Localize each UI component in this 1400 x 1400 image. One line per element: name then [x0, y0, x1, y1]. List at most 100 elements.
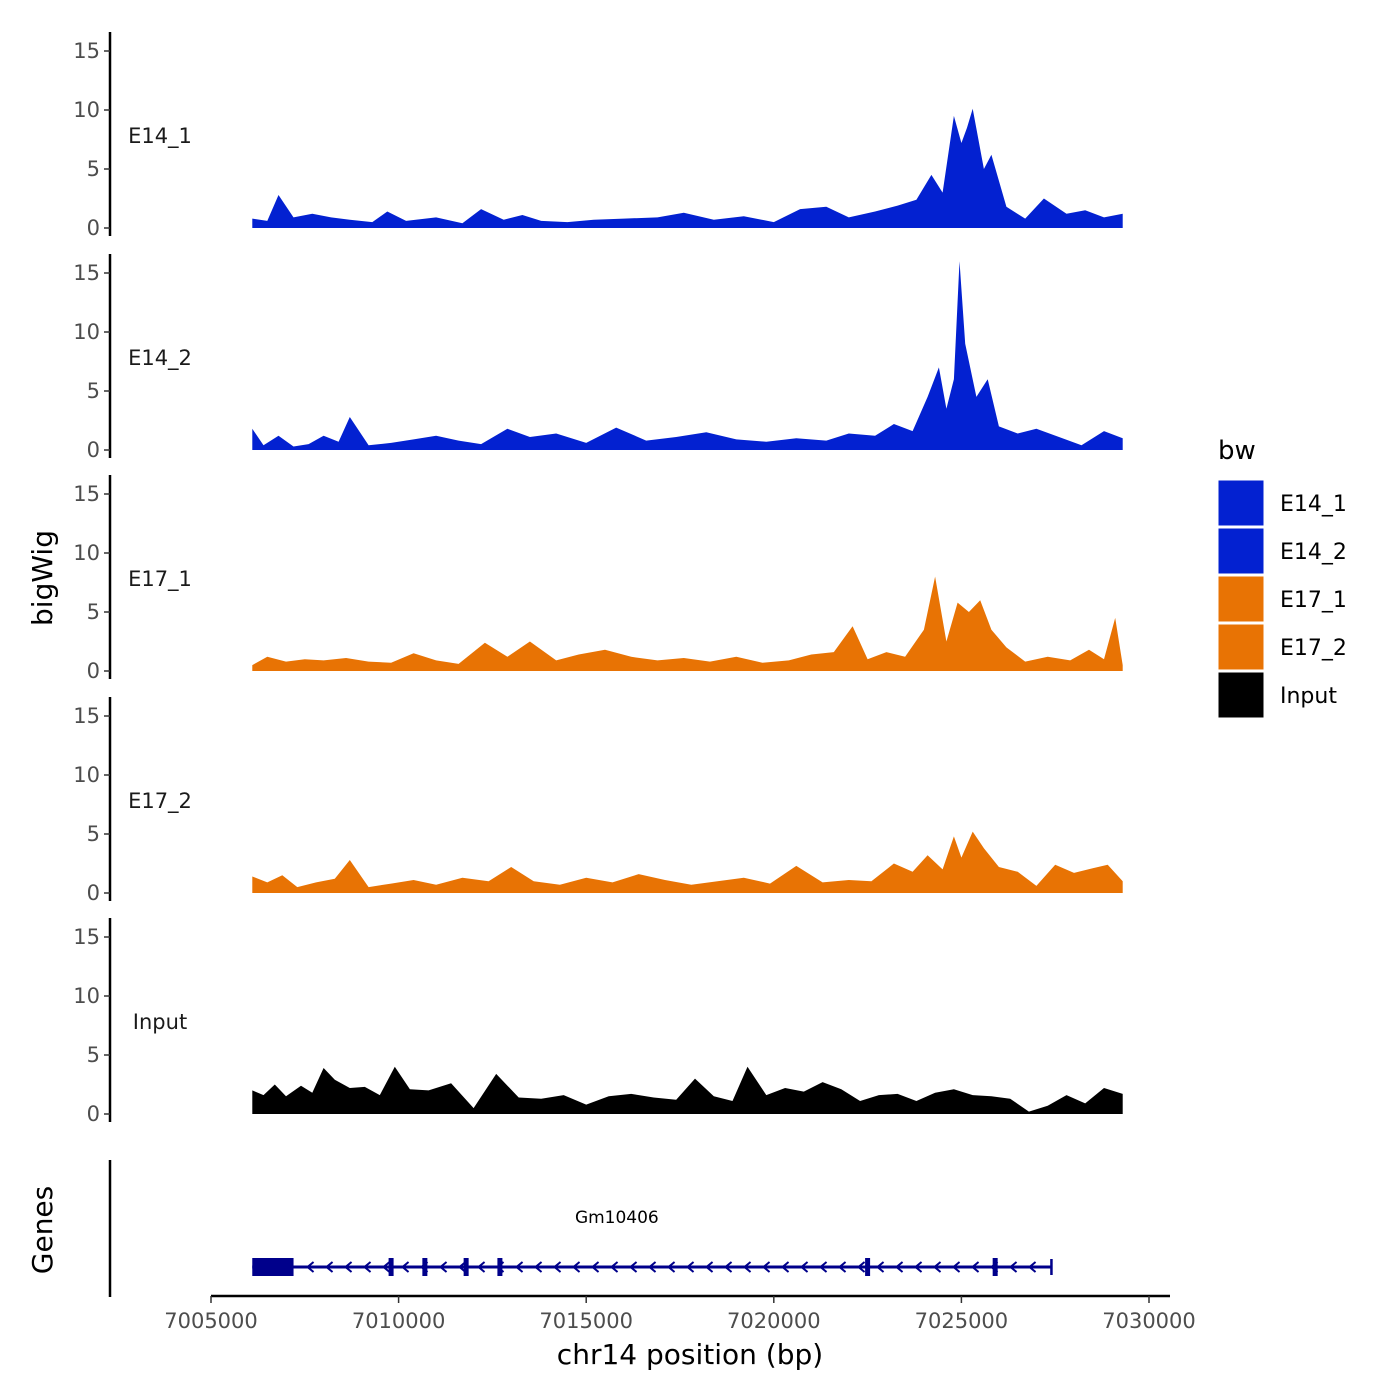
track-label-E17_2: E17_2	[128, 789, 192, 814]
legend-label-E14_1: E14_1	[1280, 492, 1347, 517]
gene-exon-block	[388, 1258, 394, 1276]
legend-label-E17_1: E17_1	[1280, 588, 1347, 613]
series-area-E17_1	[252, 576, 1123, 671]
gene-strand-arrow	[362, 1261, 372, 1273]
gene-strand-arrow	[799, 1261, 809, 1273]
gene-exon-block	[992, 1258, 998, 1276]
legend-swatch-E17_2	[1217, 623, 1265, 671]
y-tick-label: 0	[87, 216, 100, 240]
gene-strand-arrow	[875, 1261, 885, 1273]
gene-strand-arrow	[457, 1261, 467, 1273]
gene-strand-arrow	[1027, 1261, 1037, 1273]
y-axis-title: bigWig	[26, 530, 59, 626]
y-tick-label: 5	[87, 822, 100, 846]
gene-strand-arrow	[666, 1261, 676, 1273]
gene-strand-arrow	[951, 1261, 961, 1273]
gene-exon-block	[463, 1258, 469, 1276]
track-E17_1: 0 5 10 15 E17_1	[73, 475, 1123, 683]
gene-strand-arrow	[400, 1261, 410, 1273]
gene-strand-arrow	[571, 1261, 581, 1273]
x-tick-label: 7025000	[915, 1309, 1009, 1333]
gene-strand-arrow	[552, 1261, 562, 1273]
y-tick-label: 10	[73, 763, 100, 787]
gene-strand-arrow	[343, 1261, 353, 1273]
gene-strand-arrow	[514, 1261, 524, 1273]
gene-exon-block	[865, 1258, 871, 1276]
y-tick-label: 0	[87, 438, 100, 462]
gene-Gm10406: Gm10406	[252, 1208, 1053, 1276]
series-area-E14_1	[252, 108, 1123, 228]
y-tick-label: 0	[87, 1102, 100, 1126]
legend-swatch-Input	[1217, 671, 1265, 719]
gene-utr-block	[252, 1258, 294, 1276]
y-tick-label: 15	[73, 704, 100, 728]
legend-swatch-E14_2	[1217, 527, 1265, 575]
gene-strand-arrow	[495, 1261, 505, 1273]
gene-strand-arrow	[989, 1261, 999, 1273]
legend-label-E14_2: E14_2	[1280, 540, 1347, 565]
y-tick-label: 5	[87, 600, 100, 624]
y-tick-label: 10	[73, 984, 100, 1008]
track-label-E17_1: E17_1	[128, 567, 192, 592]
gene-strand-arrow	[381, 1261, 391, 1273]
gene-strand-arrow	[1008, 1261, 1018, 1273]
gene-strand-arrow	[932, 1261, 942, 1273]
x-axis: 7005000 7010000 7015000 7020000 7025000 70300…	[164, 1294, 1196, 1333]
y-tick-label: 5	[87, 379, 100, 403]
x-axis-title: chr14 position (bp)	[557, 1338, 823, 1371]
x-tick-label: 7020000	[727, 1309, 821, 1333]
y-tick-label: 15	[73, 261, 100, 285]
x-tick-label: 7005000	[164, 1309, 258, 1333]
gene-strand-arrow	[533, 1261, 543, 1273]
track-label-Input: Input	[133, 1010, 187, 1034]
y-tick-label: 10	[73, 320, 100, 344]
y-tick-label: 5	[87, 157, 100, 181]
track-label-E14_1: E14_1	[128, 124, 192, 149]
legend-label-E17_2: E17_2	[1280, 636, 1347, 661]
track-label-E14_2: E14_2	[128, 346, 192, 371]
gene-track: Gm10406	[108, 1160, 1053, 1297]
gene-strand-arrow	[970, 1261, 980, 1273]
legend-label-Input: Input	[1280, 684, 1337, 709]
gene-strand-arrow	[685, 1261, 695, 1273]
gene-strand-arrow	[894, 1261, 904, 1273]
gene-strand-arrow	[609, 1261, 619, 1273]
gene-strand-arrow	[628, 1261, 638, 1273]
gene-strand-arrow	[704, 1261, 714, 1273]
gene-strand-arrow	[419, 1261, 429, 1273]
x-tick-label: 7030000	[1102, 1309, 1196, 1333]
series-area-Input	[252, 1066, 1123, 1114]
gene-strand-arrow	[476, 1261, 486, 1273]
legend-swatch-E14_1	[1217, 479, 1265, 527]
gene-track-title: Genes	[26, 1186, 59, 1274]
legend-title: bw	[1218, 436, 1256, 466]
track-E14_1: 0 5 10 15 E14_1	[73, 32, 1123, 240]
gene-strand-arrow	[742, 1261, 752, 1273]
track-E17_2: 0 5 10 15 E17_2	[73, 697, 1123, 905]
y-tick-label: 15	[73, 925, 100, 949]
y-tick-label: 0	[87, 659, 100, 683]
gene-exon-block	[422, 1258, 428, 1276]
x-tick-label: 7010000	[352, 1309, 446, 1333]
series-area-E17_2	[252, 831, 1123, 893]
gene-strand-arrow	[647, 1261, 657, 1273]
legend-swatch-E17_1	[1217, 575, 1265, 623]
gene-strand-arrow	[324, 1261, 334, 1273]
gene-exon-block	[497, 1258, 503, 1276]
gene-strand-arrow	[856, 1261, 866, 1273]
gene-strand-arrow	[305, 1261, 315, 1273]
track-Input: 0 5 10 15 Input	[73, 918, 1123, 1126]
gene-strand-arrow	[913, 1261, 923, 1273]
gene-strand-arrow	[723, 1261, 733, 1273]
bigwig-tracks: 0 5 10 15 E14_1 0 5 10 15 E14_2 0 5 10 15 E17_1 0 5 10 15 E…	[73, 32, 1123, 1126]
y-tick-label: 0	[87, 881, 100, 905]
gene-strand-arrow	[590, 1261, 600, 1273]
gene-strand-arrow	[780, 1261, 790, 1273]
gene-strand-arrow	[837, 1261, 847, 1273]
y-tick-label: 15	[73, 39, 100, 63]
x-tick-label: 7015000	[539, 1309, 633, 1333]
gene-strand-arrow	[818, 1261, 828, 1273]
legend: bw E14_1 E14_2 E17_1 E17_2 Input	[1217, 436, 1347, 719]
gene-strand-arrow	[438, 1261, 448, 1273]
